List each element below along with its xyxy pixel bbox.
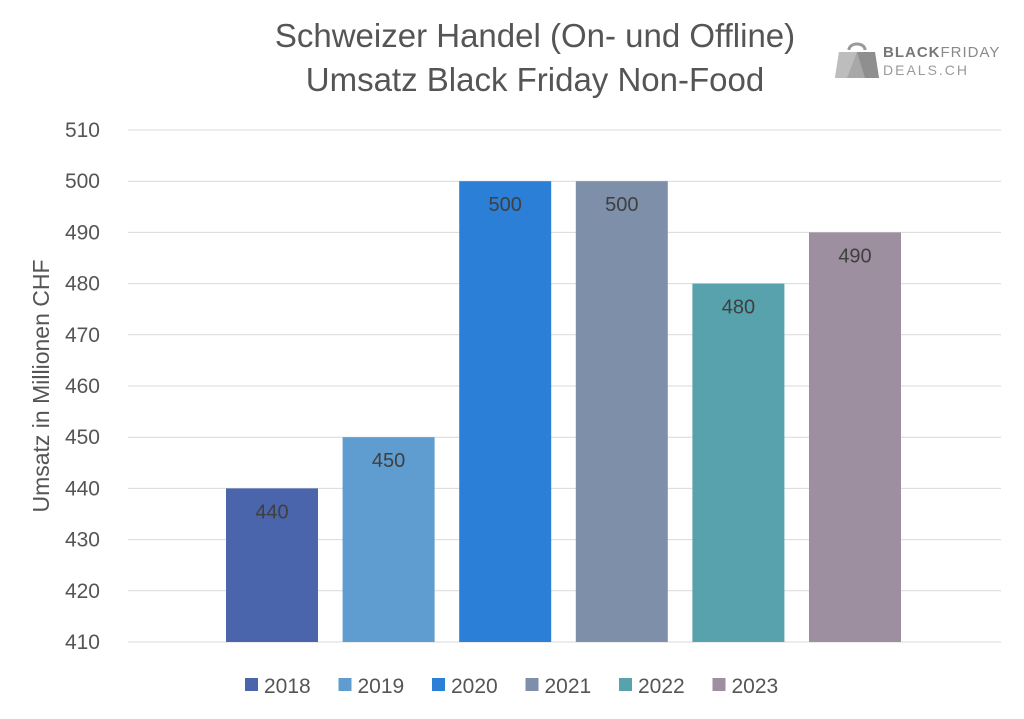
data-label-2018: 440 — [255, 501, 288, 523]
legend-swatch-2018 — [245, 678, 258, 691]
logo-text-line-1: BLACKFRIDAY — [883, 44, 1001, 61]
y-tick-label: 420 — [65, 580, 100, 603]
y-tick-label: 510 — [65, 119, 100, 142]
y-tick-label: 440 — [65, 477, 100, 500]
y-axis-ticks: 410 420 430 440 450 460 470 480 490 500 510 — [65, 119, 100, 654]
legend-swatch-2020 — [432, 678, 445, 691]
bar-2019 — [342, 437, 435, 642]
y-tick-label: 480 — [65, 273, 100, 296]
y-tick-label: 490 — [65, 221, 100, 244]
legend-swatch-2021 — [525, 678, 539, 691]
y-axis-label: Umsatz in Millionen CHF — [28, 259, 54, 512]
y-tick-label: 470 — [65, 324, 100, 347]
bar-2018 — [226, 488, 318, 642]
y-tick-label: 450 — [65, 426, 100, 449]
legend-label-2020: 2020 — [451, 675, 498, 698]
y-tick-label: 430 — [65, 529, 100, 552]
data-label-2021: 500 — [605, 194, 638, 216]
y-tick-label: 410 — [65, 631, 100, 654]
data-label-2022: 480 — [722, 297, 755, 319]
legend-label-2021: 2021 — [545, 675, 592, 698]
chart-title-line-1: Schweizer Handel (On- und Offline) — [274, 17, 796, 54]
legend-label-2023: 2023 — [732, 675, 779, 698]
bar-2021 — [575, 181, 668, 642]
legend-label-2019: 2019 — [358, 675, 405, 698]
bar-2022 — [692, 283, 785, 642]
legend-swatch-2022 — [619, 678, 632, 691]
logo-text-line-2: DEALS.CH — [883, 62, 970, 78]
legend-swatch-2023 — [712, 678, 726, 691]
data-label-2020: 500 — [489, 194, 522, 216]
shopping-bag-icon — [835, 42, 879, 78]
y-tick-label: 500 — [65, 170, 100, 193]
legend-swatch-2019 — [338, 678, 352, 691]
data-label-2023: 490 — [838, 245, 871, 267]
legend-label-2022: 2022 — [638, 675, 685, 698]
chart-title-line-2: Umsatz Black Friday Non-Food — [305, 61, 765, 98]
y-tick-label: 460 — [65, 375, 100, 398]
bar-2020 — [459, 181, 552, 642]
legend-label-2018: 2018 — [264, 675, 311, 698]
bars — [226, 181, 901, 642]
bar-2023 — [809, 232, 901, 642]
legend: 2018 2019 2020 2021 2022 2023 — [245, 675, 778, 698]
data-label-2019: 450 — [372, 450, 405, 472]
logo: BLACKFRIDAY DEALS.CH — [835, 40, 1010, 80]
data-labels: 440 450 500 500 480 490 — [255, 194, 871, 523]
